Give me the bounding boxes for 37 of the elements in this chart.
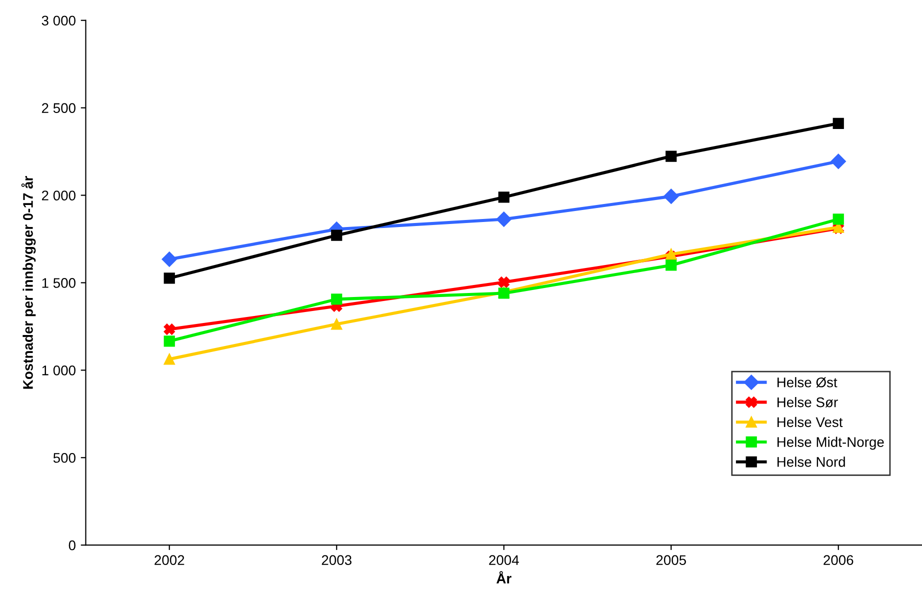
point [666,248,677,260]
x-tick-label: 2003 [322,555,352,566]
y-tick-label: 2 500 [42,103,76,113]
x-tick-label: 2002 [154,555,184,566]
point [664,188,679,204]
point [830,154,846,169]
point [162,252,177,267]
legend-label: Helse Vest [778,416,843,428]
point [666,150,677,162]
legend-label: Helse Nord [778,456,845,467]
legend-label: Helse Sør [778,397,838,408]
point [498,276,510,288]
y-axis-title: Kostnader per innbygger 0-17 år [21,176,36,389]
x-tick-label: 2006 [824,555,854,566]
point [331,294,342,305]
y-tick-label: 1 000 [42,366,76,376]
point [164,324,175,335]
x-axis-title: År [496,571,512,584]
legend-label: Helse Øst [778,377,838,388]
x-tick-label: 2004 [489,555,519,566]
y-tick-label: 500 [53,452,76,463]
point [832,214,844,225]
point [331,230,342,241]
y-tick-label: 3 000 [42,16,76,26]
point [832,118,844,129]
legend-label: Helse Midt-Norge [778,436,884,450]
y-tick-label: 1 500 [42,278,76,288]
x-tick-label: 2005 [656,555,686,566]
point [496,212,512,227]
point [164,272,175,284]
point [164,354,175,365]
y-tick-label: 2 000 [42,190,76,200]
point [164,336,175,347]
point [331,318,342,330]
point [498,192,510,203]
y-tick-label: 0 [68,540,76,550]
point [666,260,677,271]
